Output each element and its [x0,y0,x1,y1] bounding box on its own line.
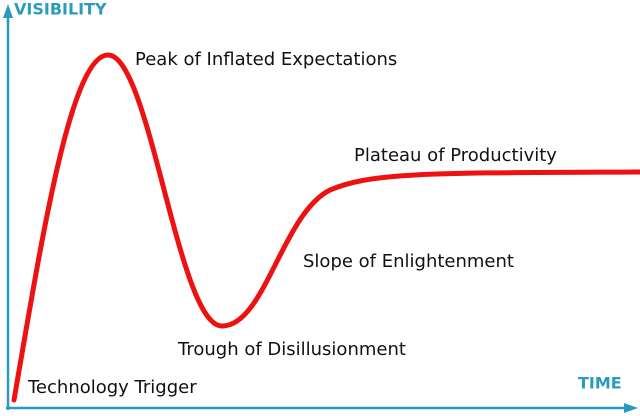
phase-label: Technology Trigger [27,377,197,398]
phase-label: Slope of Enlightenment [303,251,514,272]
x-axis-arrow [624,403,638,413]
phase-label: Peak of Inflated Expectations [135,49,397,70]
y-axis-label: VISIBILITY [14,0,107,19]
y-axis-arrow [3,4,13,18]
x-axis-label: TIME [578,374,622,393]
axes [3,4,638,413]
phase-label: Plateau of Productivity [354,145,557,166]
phase-label: Trough of Disillusionment [177,339,406,360]
hype-curve [11,52,640,403]
